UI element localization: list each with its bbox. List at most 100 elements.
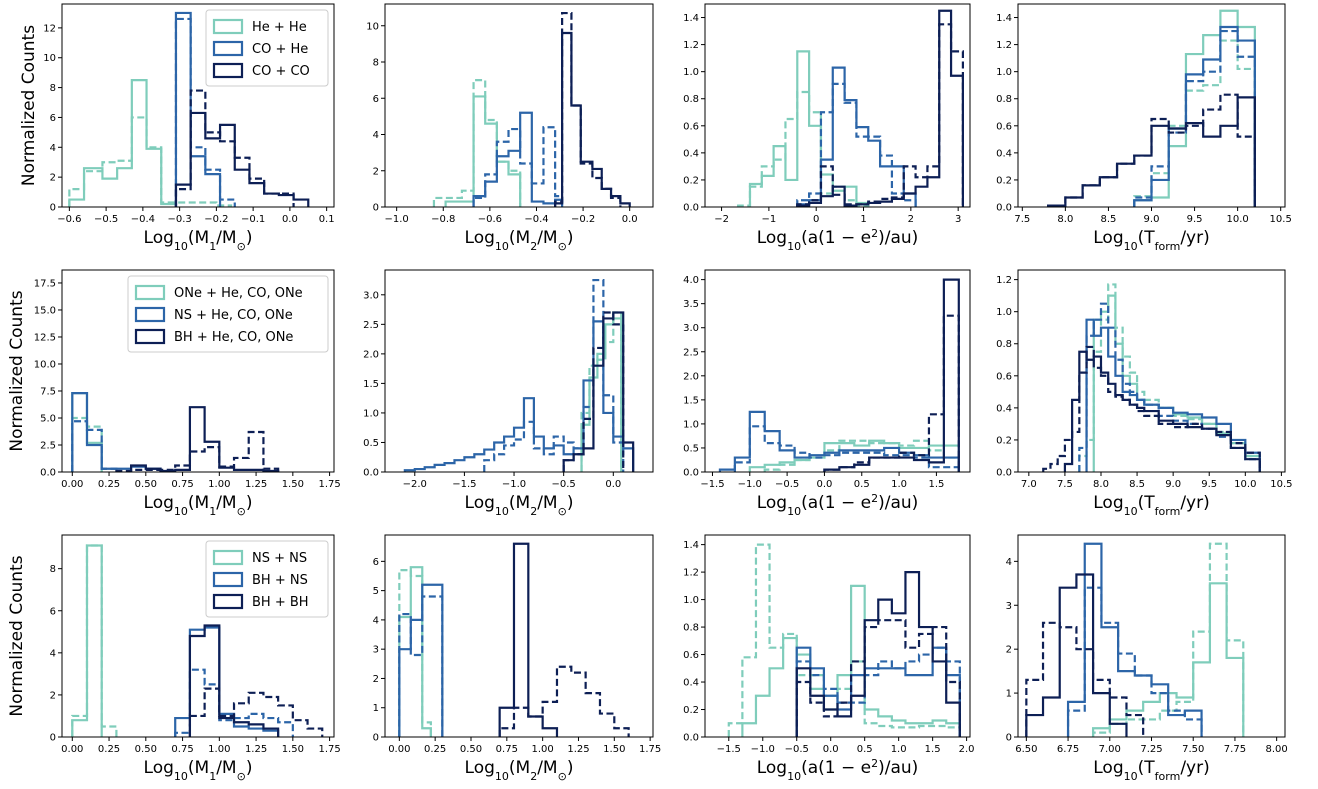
panel-r1c1: −0.6 −0.5 −0.4 −0.3 −0.2 −0.1 0.0 0.1 0 2 4 6 8 10 12 L… [19, 3, 335, 253]
axes-frame [61, 534, 335, 738]
x-tick-label: 0.75 [171, 479, 193, 490]
histogram-light-dashed [68, 116, 233, 207]
y-tick-label: 1.0 [683, 419, 699, 430]
x-tick-label: 0.5 [854, 479, 870, 490]
histogram-mid-dashed [398, 595, 444, 737]
panel-r3c3: −1.5 −1.0 −0.5 0.0 0.5 1.0 1.5 2.0 0.0 0.2 0.4 0.6 0… [683, 534, 975, 783]
x-tick-label: −2 [714, 214, 729, 225]
x-tick-label: 6.50 [1015, 744, 1037, 755]
x-tick-label: 2.0 [959, 744, 975, 755]
x-tick-label: 0.50 [460, 744, 482, 755]
histogram-mid-solid [174, 11, 222, 207]
legend-swatch [212, 18, 244, 35]
x-tick-label: 10.0 [1234, 479, 1256, 490]
y-tick-label: 12.5 [34, 332, 56, 343]
y-tick-label: 1.0 [683, 67, 699, 78]
x-tick-label: −0.4 [524, 214, 548, 225]
y-tick-label: 0.0 [683, 468, 699, 479]
histogram-dark-solid [1025, 573, 1128, 737]
y-tick-label: 1.4 [683, 13, 699, 24]
histogram-dark-solid [796, 9, 964, 207]
axes-frame [704, 269, 971, 473]
y-tick-label: 3.0 [363, 290, 379, 301]
y-tick-label: 0.5 [683, 443, 699, 454]
y-tick-label: 4 [373, 615, 379, 626]
x-tick-label: −0.2 [204, 214, 228, 225]
y-tick-label: 1.2 [996, 275, 1012, 286]
y-tick-label: 6 [50, 606, 56, 617]
histogram-light-dashed [737, 90, 870, 207]
x-tick-label: 10.5 [1270, 214, 1292, 225]
histogram-light-solid [444, 95, 522, 207]
y-tick-label: 0.2 [683, 705, 699, 716]
legend-swatch [212, 571, 244, 588]
x-tick-label: 8.5 [1129, 479, 1145, 490]
y-tick-label: 8 [50, 83, 56, 94]
x-tick-label: 6.75 [1057, 744, 1079, 755]
x-tick-label: 1.25 [245, 744, 267, 755]
y-tick-label: 2.5 [683, 347, 699, 358]
x-tick-label: 1.50 [282, 744, 304, 755]
histogram-light-dashed [71, 544, 118, 737]
histogram-mid-dashed [71, 420, 118, 472]
panel-r1c2: −1.0 −0.8 −0.6 −0.4 −0.2 0.0 0 2 4 6 8 10 Log10(M2/M… [366, 3, 654, 253]
y-tick-label: 0.0 [40, 468, 56, 479]
y-tick-label: 1.5 [363, 379, 379, 390]
panel-r2c1: 0.00 0.25 0.50 0.75 1.00 1.25 1.50 1.75 0.0 2.5 5.… [7, 269, 341, 518]
x-tick-label: −2.0 [403, 479, 427, 490]
y-tick-label: 6 [50, 113, 56, 124]
x-axis-label: Log10(M1/M⊙) [144, 758, 253, 783]
axes-frame [384, 269, 654, 473]
y-tick-label: 5 [373, 586, 379, 597]
axes-frame [61, 3, 335, 208]
y-tick-label: 0.4 [996, 403, 1012, 414]
axes-frame [1017, 269, 1286, 473]
y-tick-label: 2 [373, 166, 379, 177]
panel-r1c3: −2 −1 0 1 2 3 0.0 0.2 0.4 0.6 0.8 1.0 1.2 1.4 Log10(a(… [683, 3, 971, 253]
y-tick-label: 0.2 [683, 175, 699, 186]
y-tick-label: 7.5 [40, 386, 56, 397]
x-axis-label: Log10(M2/M⊙) [465, 758, 574, 783]
x-tick-label: −0.6 [478, 214, 502, 225]
y-tick-label: 3.5 [683, 299, 699, 310]
x-tick-label: −0.5 [775, 479, 799, 490]
x-tick-label: −1 [762, 214, 777, 225]
y-tick-label: 17.5 [34, 278, 56, 289]
x-axis-label: Log10(Tform/yr) [1093, 228, 1209, 253]
legend-label: BH + NS [252, 573, 308, 588]
y-tick-label: 0.4 [996, 148, 1012, 159]
x-tick-label: 0.75 [171, 744, 193, 755]
x-tick-label: 1.75 [318, 479, 340, 490]
y-tick-label: 8 [373, 58, 379, 69]
x-tick-label: 9.0 [1165, 479, 1181, 490]
histogram-dark-solid [130, 406, 280, 473]
y-tick-label: 0 [373, 203, 379, 214]
y-tick-label: 0.2 [996, 435, 1012, 446]
legend-label: CO + CO [252, 64, 310, 79]
histogram-light-solid [68, 79, 178, 207]
y-tick-label: 0.8 [996, 94, 1012, 105]
x-tick-label: 0.25 [98, 744, 120, 755]
y-tick-label: 10.0 [34, 359, 56, 370]
x-tick-label: 7.0 [1021, 479, 1037, 490]
legend-swatch [212, 593, 244, 610]
x-tick-label: −0.8 [431, 214, 455, 225]
y-tick-label: 2.0 [363, 349, 379, 360]
x-tick-label: 0 [813, 214, 819, 225]
x-tick-label: 1.5 [925, 744, 941, 755]
y-tick-label: 1.0 [683, 595, 699, 606]
x-tick-label: 9.5 [1187, 214, 1203, 225]
x-axis-label: Log10(M2/M⊙) [465, 228, 574, 253]
x-tick-label: 1.0 [891, 744, 907, 755]
legend-swatch [212, 549, 244, 566]
histogram-mid-solid [403, 320, 635, 472]
y-tick-label: 2.5 [40, 440, 56, 451]
x-tick-label: 0.75 [496, 744, 518, 755]
x-tick-label: 7.5 [1057, 479, 1073, 490]
x-tick-label: 0.25 [424, 744, 446, 755]
x-tick-label: 1.75 [639, 744, 661, 755]
x-tick-label: −1.5 [700, 479, 724, 490]
legend-box [127, 275, 329, 353]
